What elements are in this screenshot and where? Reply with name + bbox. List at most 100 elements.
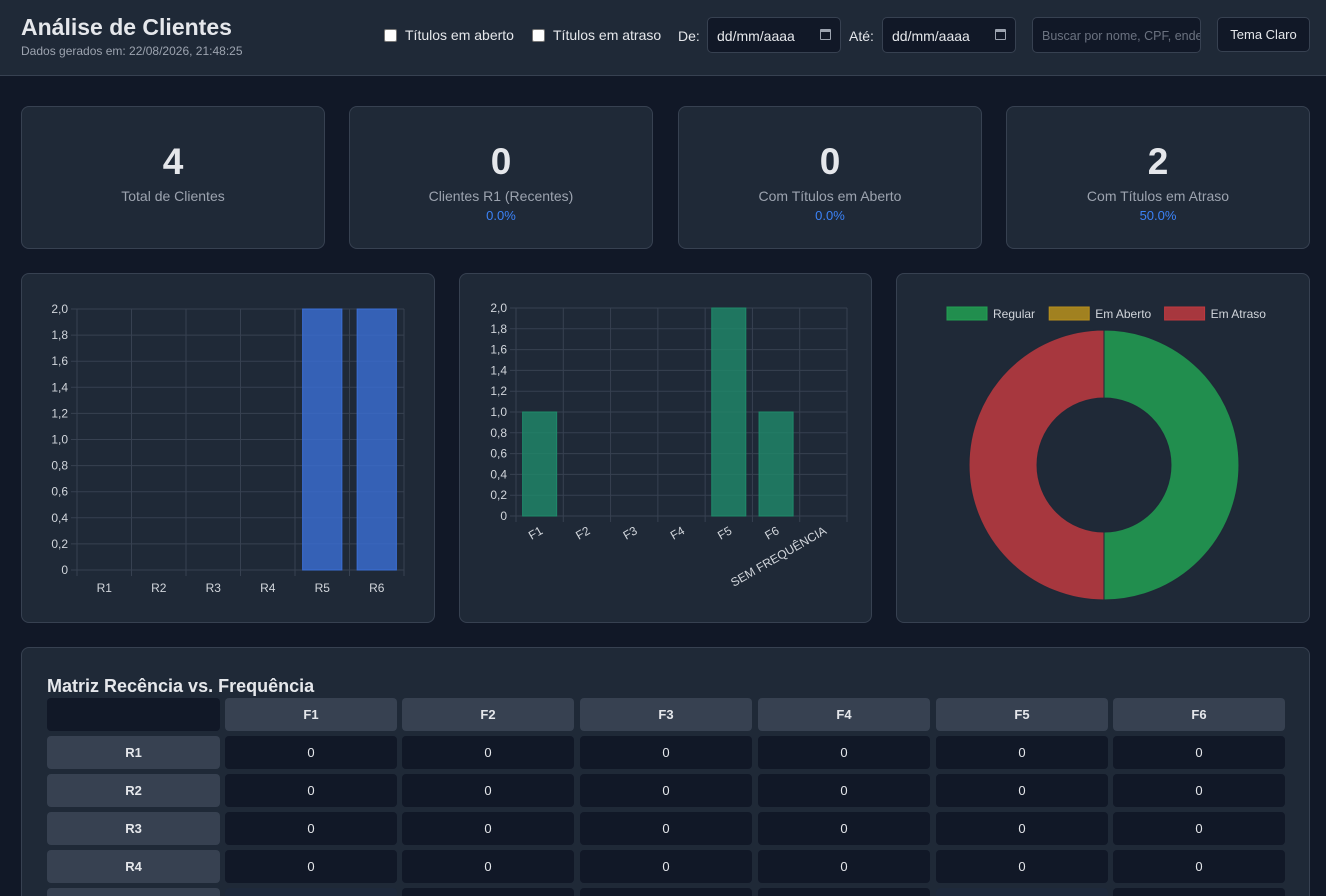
date-to-placeholder: dd/mm/aaaa [892, 28, 970, 44]
x-tick-label: R4 [260, 581, 276, 595]
x-tick-label: R5 [315, 581, 331, 595]
y-tick-label: 1,0 [490, 405, 507, 419]
filter-overdue-checkbox[interactable] [532, 28, 545, 42]
matrix-col-header: F3 [580, 698, 752, 731]
bar-r6 [356, 308, 397, 571]
y-tick-label: 1,4 [51, 380, 68, 394]
matrix-cell: 0 [225, 812, 397, 845]
kpi-percentage: 0.0% [815, 208, 845, 223]
legend-swatch [1164, 306, 1206, 321]
date-to-input[interactable]: dd/mm/aaaa [882, 17, 1016, 53]
x-tick-label: F2 [573, 523, 592, 542]
kpi-label: Com Títulos em Atraso [1086, 188, 1230, 204]
x-tick-label: F6 [762, 523, 781, 542]
matrix-cell [225, 888, 397, 896]
matrix-row-header: R4 [47, 850, 220, 883]
legend-label: Em Aberto [1095, 307, 1151, 321]
matrix-cell: 0 [758, 736, 930, 769]
kpi-percentage: 50.0% [1139, 208, 1177, 223]
filter-overdue-label: Títulos em atraso [553, 27, 662, 43]
filter-overdue-titles[interactable]: Títulos em atraso [532, 27, 661, 43]
date-from-input[interactable]: dd/mm/aaaa [707, 17, 841, 53]
matrix-cell [1113, 888, 1285, 896]
matrix-cell: 0 [1113, 774, 1285, 807]
search-placeholder: Buscar por nome, CPF, endereço... [1042, 29, 1200, 43]
filter-open-titles[interactable]: Títulos em aberto [384, 27, 514, 43]
matrix-cell [580, 888, 752, 896]
y-tick-label: 0,8 [51, 459, 68, 473]
kpi-label: Clientes R1 (Recentes) [428, 188, 574, 204]
y-tick-label: 1,8 [490, 322, 507, 336]
matrix-cell: 0 [1113, 736, 1285, 769]
theme-toggle-button[interactable]: Tema Claro [1217, 17, 1310, 52]
x-tick-label: F3 [621, 523, 640, 542]
matrix-cell [758, 888, 930, 896]
matrix-cell [936, 888, 1108, 896]
matrix-cell: 0 [1113, 850, 1285, 883]
matrix-cell: 0 [402, 812, 574, 845]
y-tick-label: 0,2 [490, 488, 507, 502]
date-from-placeholder: dd/mm/aaaa [717, 28, 795, 44]
y-tick-label: 1,4 [490, 363, 507, 377]
bar-f6 [758, 411, 794, 517]
matrix-cell: 0 [936, 774, 1108, 807]
y-tick-label: 2,0 [51, 302, 68, 316]
legend-swatch [946, 306, 988, 321]
slice-em-atraso [968, 329, 1105, 601]
status-doughnut-chart: Regular Em Aberto Em Atraso [946, 306, 1267, 601]
top-header: Análise de Clientes Dados gerados em: 22… [0, 0, 1326, 76]
matrix-cell [402, 888, 574, 896]
matrix-col-header: F1 [225, 698, 397, 731]
filter-open-checkbox[interactable] [384, 28, 397, 42]
legend-label: Em Atraso [1211, 307, 1267, 321]
matrix-cell: 0 [758, 850, 930, 883]
kpi-label: Total de Clientes [121, 188, 225, 204]
recency-chart-card: 0 0,2 0,4 0,6 0,8 1,0 1,2 1,4 1,6 1,8 2,0 R1 R2 R3 R4 R… [21, 273, 435, 623]
matrix-cell: 0 [758, 774, 930, 807]
kpi-overdue-titles: 2 Com Títulos em Atraso 50.0% [1006, 106, 1310, 249]
y-tick-label: 0,6 [51, 485, 68, 499]
recency-bar-chart: 0 0,2 0,4 0,6 0,8 1,0 1,2 1,4 1,6 1,8 2,0 R1 R2 R3 R4 R… [51, 302, 405, 595]
matrix-cell: 0 [402, 736, 574, 769]
y-tick-label: 1,8 [51, 328, 68, 342]
rf-matrix-card: Matriz Recência vs. Frequência F1 F2 F3 F4 F… [21, 647, 1310, 896]
kpi-total-clients: 4 Total de Clientes [21, 106, 325, 249]
y-tick-label: 0,6 [490, 447, 507, 461]
matrix-row-header: R1 [47, 736, 220, 769]
calendar-icon[interactable] [820, 29, 831, 40]
calendar-icon[interactable] [995, 29, 1006, 40]
y-tick-label: 0,8 [490, 426, 507, 440]
matrix-cell: 0 [580, 774, 752, 807]
matrix-col-header: F6 [1113, 698, 1285, 731]
kpi-value: 0 [819, 141, 841, 182]
y-tick-label: 1,6 [490, 343, 507, 357]
y-tick-label: 1,0 [51, 433, 68, 447]
filter-open-label: Títulos em aberto [405, 27, 514, 43]
y-tick-label: 0,4 [490, 467, 507, 481]
matrix-cell: 0 [402, 850, 574, 883]
x-tick-label: F5 [715, 523, 734, 542]
page-title: Análise de Clientes [21, 14, 232, 40]
y-tick-label: 0,4 [51, 511, 68, 525]
matrix-row-header: R3 [47, 812, 220, 845]
kpi-percentage: 0.0% [486, 208, 516, 223]
frequency-chart-card: 0 0,2 0,4 0,6 0,8 1,0 1,2 1,4 1,6 1,8 2,0 F1 F2 F3 F4 F… [459, 273, 872, 623]
kpi-value: 0 [490, 141, 512, 182]
matrix-title: Matriz Recência vs. Frequência [47, 676, 315, 696]
legend-swatch [1048, 306, 1090, 321]
legend-label: Regular [993, 307, 1035, 321]
matrix-corner [47, 698, 220, 731]
search-input[interactable]: Buscar por nome, CPF, endereço... [1032, 17, 1201, 53]
status-chart-card: Regular Em Aberto Em Atraso [896, 273, 1310, 623]
matrix-col-header: F2 [402, 698, 574, 731]
matrix-cell: 0 [936, 736, 1108, 769]
y-tick-label: 0 [61, 563, 68, 577]
slice-regular [1103, 329, 1240, 601]
y-tick-label: 0 [500, 509, 507, 523]
y-tick-label: 0,2 [51, 537, 68, 551]
x-tick-label: F1 [526, 523, 545, 542]
y-tick-label: 1,6 [51, 354, 68, 368]
matrix-cell: 0 [936, 812, 1108, 845]
generated-timestamp: Dados gerados em: 22/08/2026, 21:48:25 [21, 44, 243, 58]
matrix-cell: 0 [225, 736, 397, 769]
